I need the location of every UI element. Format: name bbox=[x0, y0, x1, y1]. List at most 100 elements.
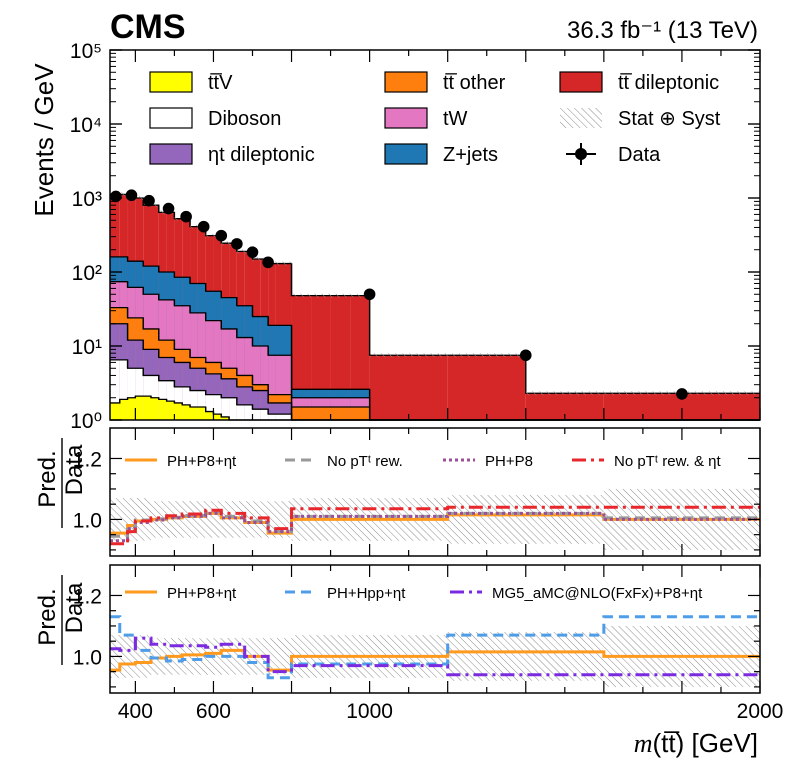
stack-bar bbox=[244, 404, 253, 420]
ratio-1-axes: 1.0 1.2 bbox=[73, 428, 761, 556]
ratio-band-segment bbox=[221, 638, 245, 675]
data-point bbox=[262, 256, 274, 269]
stack-bar bbox=[190, 390, 198, 420]
stack-bar bbox=[236, 404, 245, 420]
legend-swatch bbox=[384, 71, 428, 93]
stack-bar bbox=[260, 390, 269, 420]
ratio-1-frame bbox=[109, 427, 761, 557]
ratio-band-segment bbox=[268, 638, 292, 675]
x-tick-label: 1000 bbox=[346, 700, 393, 723]
stack-bar bbox=[205, 411, 214, 420]
data-point bbox=[363, 288, 376, 301]
legend-label: Diboson bbox=[208, 108, 281, 130]
stack-bar bbox=[135, 368, 144, 420]
band-segment bbox=[311, 293, 331, 298]
stack-bar bbox=[229, 397, 237, 420]
stack-bar bbox=[252, 409, 261, 420]
ratio-1-legend: PH+P8+ηt No pTᵗ rew. PH+P8 No pTᵗ rew. & ηt bbox=[125, 453, 722, 470]
ratio-legend-label: PH+P8 bbox=[485, 453, 533, 470]
stack-bar bbox=[205, 394, 214, 420]
legend-label: Data bbox=[618, 144, 661, 166]
ratio-series-line bbox=[110, 636, 760, 677]
stack-bar bbox=[119, 359, 128, 420]
stack-bar bbox=[260, 409, 269, 420]
band-segment bbox=[205, 233, 214, 238]
band-segment bbox=[447, 353, 526, 358]
ratio-series-line bbox=[110, 511, 760, 543]
stack-bar bbox=[268, 414, 276, 420]
ratio-2-ylabel-data: Data bbox=[61, 582, 88, 633]
stack-bar bbox=[119, 399, 128, 420]
main-y-axis-label: Events / GeV bbox=[29, 63, 59, 217]
stack-outline bbox=[110, 281, 760, 421]
band-segment bbox=[150, 203, 159, 208]
stack-bar bbox=[110, 359, 120, 420]
stack-bar bbox=[236, 386, 245, 420]
data-point bbox=[231, 238, 243, 250]
stack-bar bbox=[135, 396, 144, 420]
band-segment bbox=[291, 293, 312, 298]
ratio-series-line bbox=[110, 505, 760, 546]
stack-bar bbox=[182, 404, 191, 420]
stack-bar bbox=[166, 401, 175, 420]
data-point bbox=[215, 229, 228, 242]
data-point bbox=[519, 349, 532, 362]
data-point bbox=[197, 220, 210, 233]
band-segment bbox=[135, 196, 144, 200]
stack-bar bbox=[221, 416, 230, 420]
data-point bbox=[676, 388, 688, 400]
stack-bar bbox=[158, 399, 167, 420]
ratio-1-y-label: Pred. Data bbox=[34, 438, 88, 528]
ratio-legend-label: PH+P8+ηt bbox=[167, 585, 237, 602]
band-segment bbox=[158, 210, 167, 215]
y-tick-label: 10⁴ bbox=[70, 114, 102, 137]
y-tick-label: 10⁰ bbox=[70, 410, 102, 433]
legend-swatch bbox=[384, 143, 428, 165]
band-segment bbox=[330, 293, 351, 298]
stack-bar bbox=[275, 414, 292, 420]
data-point bbox=[143, 194, 155, 207]
ratio-y-tick-label: 1.2 bbox=[73, 448, 102, 471]
ratio-legend-label: PH+Hpp+ηt bbox=[327, 585, 406, 602]
legend-swatch bbox=[149, 143, 193, 165]
y-tick-label: 10² bbox=[72, 262, 102, 285]
legend-swatch bbox=[559, 71, 603, 93]
data-point bbox=[180, 210, 192, 223]
ratio-band-segment bbox=[447, 495, 604, 544]
data-points bbox=[110, 189, 688, 400]
stack-bar bbox=[197, 406, 206, 420]
stack-bar bbox=[447, 355, 526, 420]
ratio-2-y-label: Pred. Data bbox=[34, 575, 88, 665]
ratio-2-ylabel-pred: Pred. bbox=[34, 588, 61, 645]
ratio-band-segment bbox=[127, 498, 136, 541]
ratio-panel-2: 1.0 1.2 PH+P8+ηt PH+Hpp+ηt MG5_aMC@NLO(FxFx… bbox=[34, 564, 761, 694]
ratio-y-tick-label: 1.2 bbox=[73, 585, 102, 608]
stack-bar bbox=[190, 406, 198, 420]
ratio-legend-label: MG5_aMC@NLO(FxFx)+P8+ηt bbox=[492, 585, 703, 602]
band-segment bbox=[236, 249, 245, 254]
legend-label: Stat ⊕ Syst bbox=[618, 108, 721, 130]
legend-label: tt̅ other bbox=[443, 72, 506, 94]
stack-bar bbox=[197, 390, 206, 420]
ratio-series-line bbox=[110, 648, 760, 672]
stack-bar bbox=[244, 386, 253, 420]
legend-swatch bbox=[384, 107, 428, 129]
stack-bar bbox=[127, 368, 136, 420]
y-tick-label: 10¹ bbox=[72, 336, 102, 359]
legend-label: tt̅ dileptonic bbox=[618, 72, 719, 94]
stack-bar bbox=[350, 406, 370, 420]
band-segment bbox=[119, 192, 128, 197]
stack-bar bbox=[221, 397, 230, 420]
data-point bbox=[110, 190, 122, 203]
band-segment bbox=[525, 391, 604, 396]
luminosity-text: 36.3 fb⁻¹ (13 TeV) bbox=[567, 17, 758, 44]
ratio-y-tick-label: 1.0 bbox=[73, 646, 102, 669]
ratio-band-segment bbox=[182, 501, 206, 538]
x-tick-labels: 400 600 1000 2000 bbox=[118, 700, 784, 723]
stack-bar bbox=[260, 346, 269, 420]
ratio-1-ylabel-pred: Pred. bbox=[34, 450, 61, 507]
main-panel: 10⁰ 10¹ 10² 10³ 10⁴ 10⁵ Events / GeV tt̅V Dibo… bbox=[29, 40, 761, 433]
ratio-legend-label: No pTᵗ rew. bbox=[327, 453, 403, 470]
legend-data-marker bbox=[575, 148, 587, 160]
main-axes: 10⁰ 10¹ 10² 10³ 10⁴ 10⁵ bbox=[70, 40, 761, 433]
